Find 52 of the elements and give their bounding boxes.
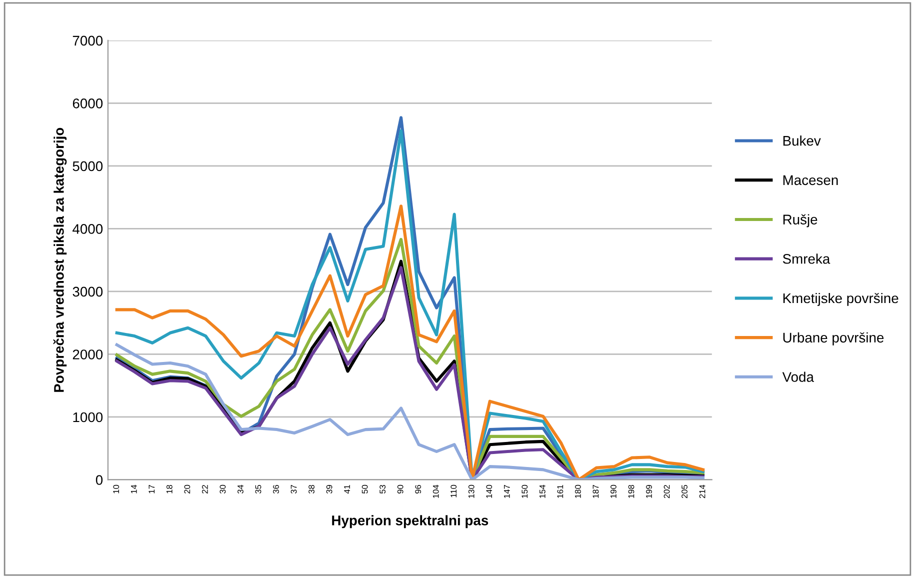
x-tick-label: 104 — [432, 484, 439, 498]
x-tick-label: 17 — [148, 485, 155, 494]
x-tick-label: 39 — [326, 484, 332, 494]
x-tick-label: 147 — [504, 485, 510, 498]
y-tick-label: 3000 — [72, 286, 103, 297]
x-tick-label: 161 — [557, 485, 564, 498]
x-tick-label: 214 — [699, 484, 706, 498]
x-tick-label: 38 — [308, 484, 314, 494]
x-tick-label: 53 — [380, 484, 386, 494]
x-tick-label: 180 — [574, 484, 581, 498]
x-tick-label: 18 — [166, 484, 172, 494]
legend-label: Voda — [782, 372, 814, 382]
y-tick-label: 6000 — [72, 98, 103, 108]
legend-label: Bukev — [783, 136, 821, 146]
x-tick-label: 50 — [362, 484, 368, 494]
x-tick-label: 20 — [184, 484, 190, 494]
x-tick-label: 36 — [273, 484, 279, 494]
x-tick-label: 199 — [646, 484, 652, 498]
x-tick-label: 14 — [131, 484, 137, 494]
y-tick-label: 0 — [96, 475, 103, 485]
x-tick-label: 30 — [220, 484, 226, 494]
x-tick-label: 90 — [397, 484, 404, 494]
x-tick-label: 187 — [592, 485, 599, 498]
x-tick-label: 10 — [113, 484, 120, 494]
x-tick-label: 140 — [486, 484, 492, 498]
x-tick-label: 37 — [290, 485, 297, 494]
legend-label: Rušje — [783, 214, 818, 228]
y-axis-title: Povprečna vrednost piksla za kategorijo — [53, 128, 67, 392]
line-series — [115, 343, 705, 480]
x-tick-label: 96 — [415, 484, 422, 494]
x-tick-label: 205 — [682, 484, 688, 498]
x-tick-label: 130 — [468, 484, 474, 498]
x-tick-label: 34 — [238, 484, 244, 494]
x-tick-label: 22 — [202, 485, 208, 494]
x-axis-title: Hyperion spektralni pas — [332, 515, 488, 528]
x-tick-label: 150 — [522, 484, 528, 498]
x-tick-label: 41 — [344, 485, 350, 494]
x-tick-label: 198 — [628, 484, 634, 498]
y-tick-label: 7000 — [72, 36, 103, 46]
y-tick-label: 5000 — [72, 161, 103, 172]
x-tick-label: 154 — [540, 484, 546, 498]
x-tick-label: 35 — [255, 484, 262, 494]
legend-label: Urbane površine — [783, 332, 884, 346]
y-tick-label: 1000 — [73, 412, 103, 422]
x-tick-label: 190 — [610, 484, 616, 498]
legend-label: Smreka — [782, 254, 830, 264]
x-tick-label: 202 — [664, 485, 670, 498]
legend-label: Macesen — [783, 175, 838, 186]
x-tick-label: 110 — [450, 484, 457, 498]
legend-label: Kmetijske površine — [783, 292, 898, 306]
y-tick-label: 4000 — [72, 224, 103, 234]
y-tick-label: 2000 — [72, 350, 103, 360]
